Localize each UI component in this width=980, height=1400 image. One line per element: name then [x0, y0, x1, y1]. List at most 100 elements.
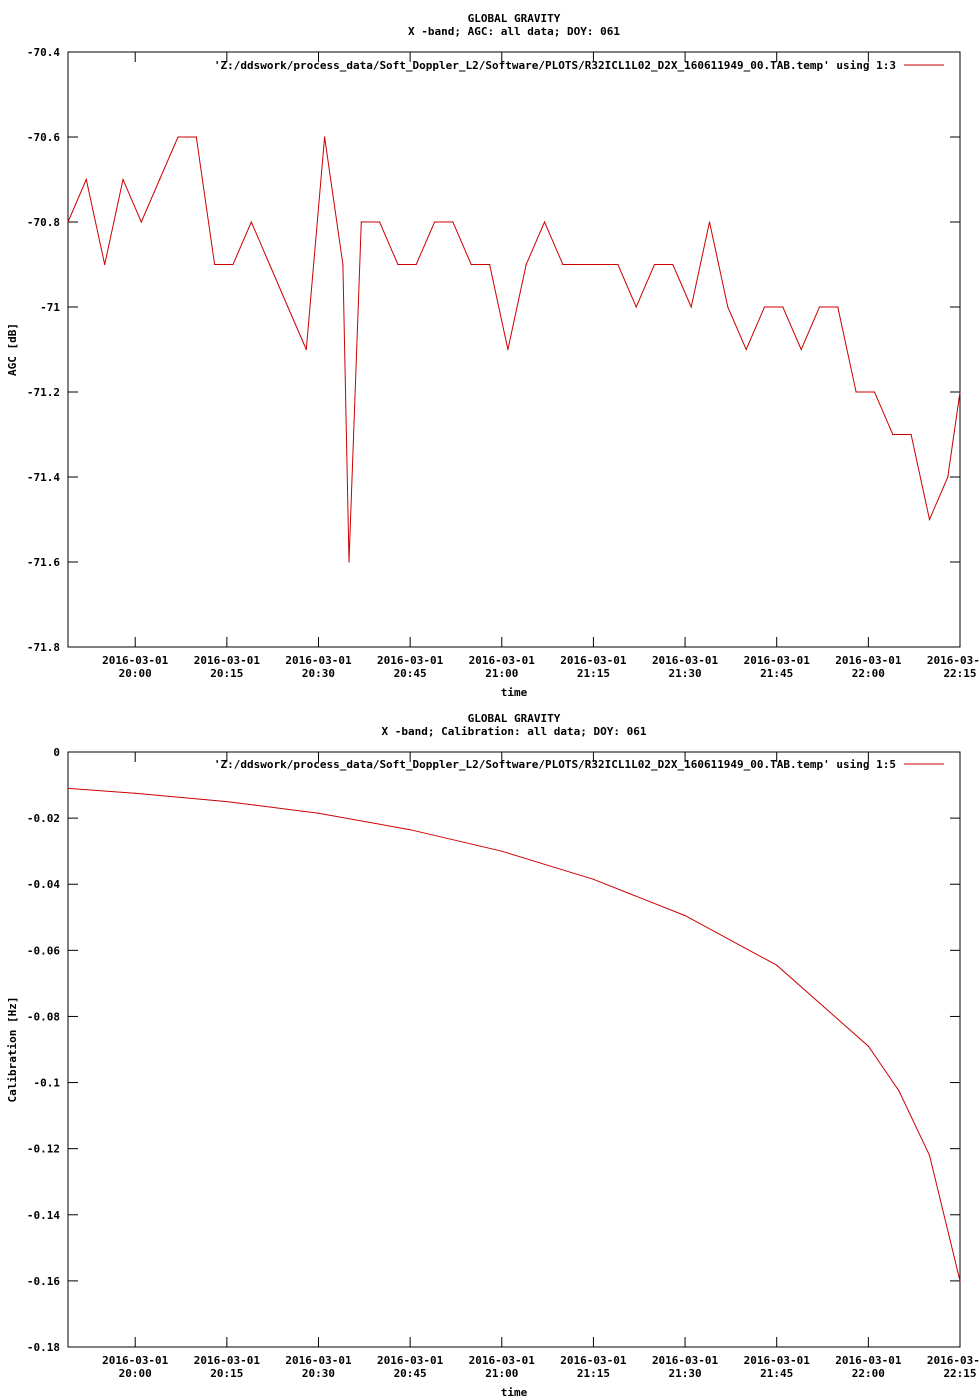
- data-point: [342, 263, 344, 266]
- data-point: [635, 306, 637, 308]
- x-tick-time-label: 20:15: [210, 1367, 243, 1380]
- y-tick-label: -71.4: [27, 471, 60, 484]
- data-point: [928, 518, 931, 521]
- data-point: [617, 263, 619, 266]
- x-tick-time-label: 22:15: [943, 667, 976, 680]
- data-point: [598, 263, 601, 266]
- x-tick-date-label: 2016-03-01: [560, 1354, 627, 1367]
- data-point: [690, 306, 692, 308]
- data-point: [470, 263, 472, 266]
- y-tick-label: -0.14: [27, 1209, 60, 1222]
- chart-title: GLOBAL GRAVITY: [468, 712, 561, 725]
- x-tick-date-label: 2016-03-01: [377, 654, 444, 667]
- x-axis-label: time: [501, 686, 528, 699]
- y-tick-label: -0.02: [27, 812, 60, 825]
- data-point: [562, 263, 564, 266]
- data-point: [684, 915, 686, 917]
- data-point: [360, 221, 362, 223]
- data-point: [776, 964, 778, 966]
- data-point: [140, 221, 142, 223]
- x-tick-time-label: 21:15: [577, 1367, 610, 1380]
- legend-label: 'Z:/ddswork/process_data/Soft_Doppler_L2…: [214, 758, 896, 771]
- x-tick-date-label: 2016-03-01: [285, 654, 352, 667]
- data-point: [226, 800, 228, 803]
- data-point: [580, 263, 582, 266]
- data-point: [85, 178, 87, 181]
- x-tick-date-label: 2016-03-01: [652, 654, 719, 667]
- y-tick-label: -0.12: [27, 1143, 60, 1156]
- y-tick-label: -71.8: [27, 641, 60, 654]
- x-tick-date-label: 2016-03-01: [377, 1354, 444, 1367]
- data-point: [928, 1154, 931, 1156]
- data-point: [317, 812, 320, 814]
- x-tick-date-label: 2016-03-01: [744, 1354, 811, 1367]
- data-point: [348, 561, 350, 563]
- data-point: [745, 348, 747, 351]
- x-tick-time-label: 21:00: [485, 1367, 518, 1380]
- y-tick-label: -0.1: [34, 1077, 61, 1090]
- y-tick-label: -0.04: [27, 878, 60, 891]
- y-tick-label: -0.06: [27, 944, 60, 957]
- x-tick-date-label: 2016-03-03: [927, 654, 980, 667]
- x-tick-time-label: 20:15: [210, 667, 243, 680]
- data-point: [104, 263, 106, 266]
- data-point: [232, 263, 234, 266]
- data-point: [287, 306, 289, 308]
- data-point: [898, 1090, 900, 1092]
- data-point: [525, 263, 527, 266]
- data-point: [409, 829, 411, 831]
- data-point: [67, 221, 69, 223]
- x-tick-date-label: 2016-03-01: [835, 654, 902, 667]
- x-tick-time-label: 20:45: [394, 667, 427, 680]
- series-line: [67, 136, 961, 563]
- x-tick-time-label: 21:15: [577, 667, 610, 680]
- y-tick-label: -71: [40, 301, 60, 314]
- data-point: [892, 433, 894, 436]
- data-point: [800, 348, 802, 351]
- y-axis-label: AGC [dB]: [6, 323, 19, 376]
- x-tick-date-label: 2016-03-01: [102, 654, 169, 667]
- x-tick-date-label: 2016-03-01: [102, 1354, 169, 1367]
- plot-frame: [67, 751, 961, 1348]
- series-line: [67, 787, 961, 1282]
- y-tick-label: -70.4: [27, 46, 60, 59]
- x-tick-date-label: 2016-03-01: [469, 654, 536, 667]
- y-tick-label: 0: [53, 746, 60, 759]
- x-tick-time-label: 22:00: [852, 667, 885, 680]
- data-point: [653, 263, 656, 266]
- chart-title: GLOBAL GRAVITY: [468, 12, 561, 25]
- x-tick-date-label: 2016-03-01: [835, 1354, 902, 1367]
- x-tick-date-label: 2016-03-03: [927, 1354, 980, 1367]
- data-point: [959, 391, 961, 393]
- x-tick-time-label: 22:00: [852, 1367, 885, 1380]
- x-tick-date-label: 2016-03-01: [194, 654, 261, 667]
- x-tick-date-label: 2016-03-01: [469, 1354, 536, 1367]
- data-point: [177, 136, 179, 138]
- y-tick-label: -0.18: [27, 1341, 60, 1354]
- data-point: [488, 263, 491, 266]
- x-tick-date-label: 2016-03-01: [744, 654, 811, 667]
- data-point: [708, 221, 711, 223]
- chart-subtitle: X -band; Calibration: all data; DOY: 061: [382, 725, 647, 738]
- data-point: [324, 136, 326, 138]
- plot-frame: [67, 51, 961, 648]
- x-tick-time-label: 21:30: [669, 1367, 702, 1380]
- data-point: [763, 306, 766, 308]
- chart-subtitle: X -band; AGC: all data; DOY: 061: [408, 25, 620, 38]
- data-point: [214, 263, 216, 266]
- data-point: [452, 221, 454, 223]
- x-tick-date-label: 2016-03-01: [652, 1354, 719, 1367]
- data-point: [867, 1045, 869, 1047]
- x-tick-time-label: 20:00: [119, 1367, 152, 1380]
- data-point: [855, 391, 857, 393]
- data-point: [507, 348, 509, 351]
- x-tick-time-label: 21:45: [760, 667, 793, 680]
- data-point: [501, 850, 503, 852]
- y-tick-label: -70.6: [27, 131, 60, 144]
- data-point: [67, 787, 69, 789]
- x-tick-time-label: 21:45: [760, 1367, 793, 1380]
- data-point: [433, 221, 436, 223]
